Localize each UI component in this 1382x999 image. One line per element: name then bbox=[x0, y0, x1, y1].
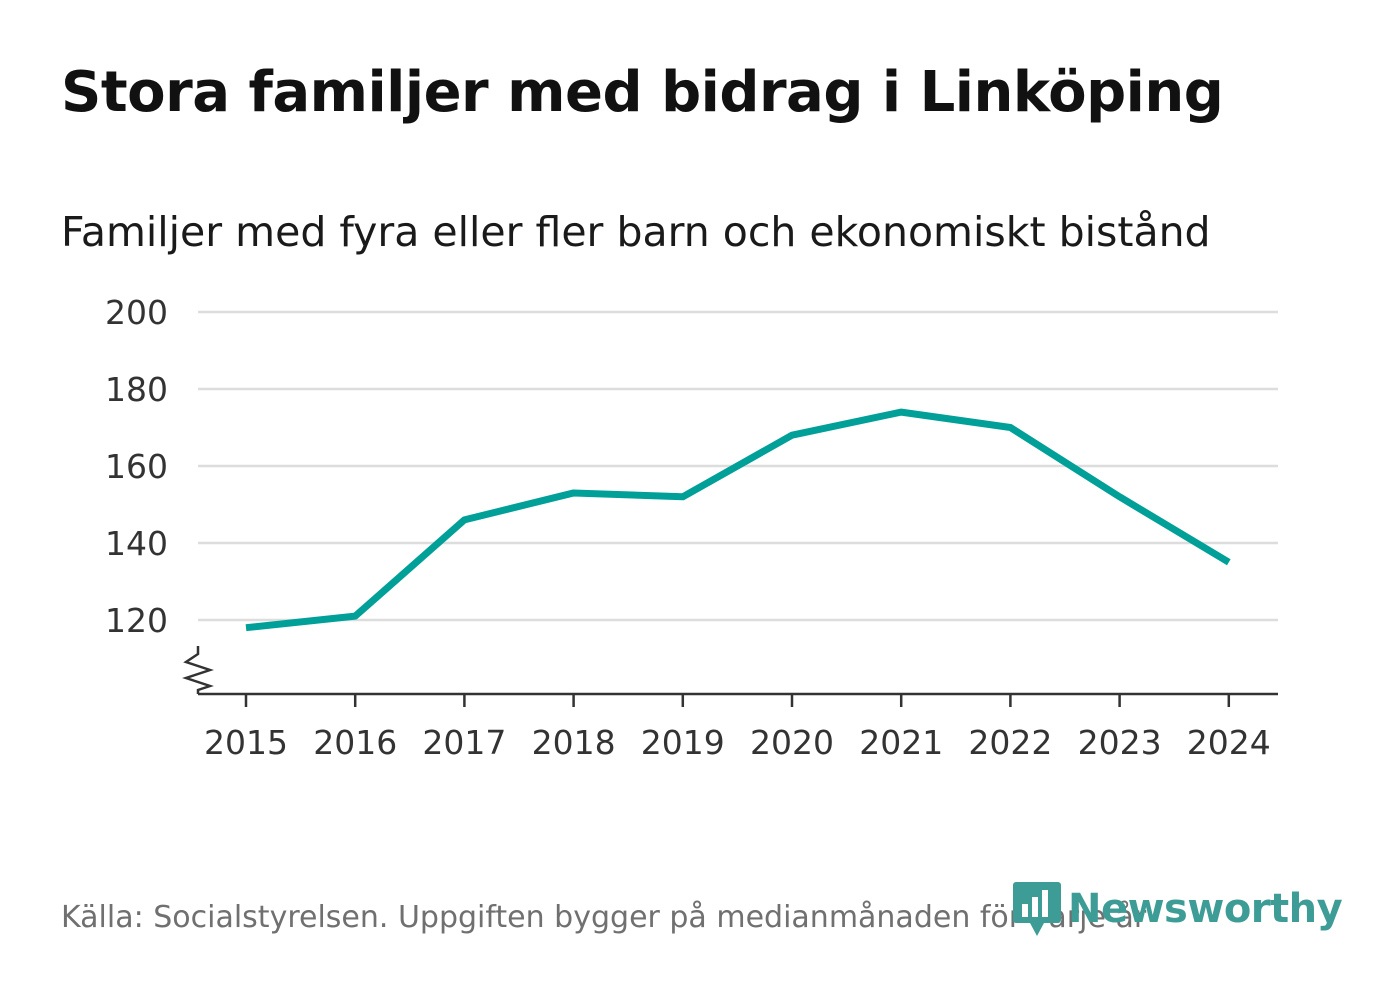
x-tick-label: 2021 bbox=[859, 723, 943, 762]
source-note: Källa: Socialstyrelsen. Uppgiften bygger… bbox=[61, 900, 1147, 935]
y-axis-ticks: 120 140 160 180 200 bbox=[105, 293, 168, 640]
series-line-0 bbox=[245, 408, 1231, 632]
newsworthy-logo-icon bbox=[1013, 882, 1061, 936]
x-tick-label: 2015 bbox=[204, 723, 288, 762]
x-tick-label: 2022 bbox=[968, 723, 1052, 762]
y-tick-label: 120 bbox=[105, 601, 168, 640]
y-tick-label: 200 bbox=[105, 293, 168, 332]
chart-subtitle: Familjer med fyra eller fler barn och ek… bbox=[61, 208, 1211, 256]
x-axis: 2015 2016 2017 2018 2019 2020 2021 2022 2023 2024 bbox=[182, 646, 1278, 762]
x-tick-label: 2016 bbox=[313, 723, 397, 762]
chart-title: Stora familjer med bidrag i Linköping bbox=[61, 60, 1224, 125]
brand-name: Newsworthy bbox=[1068, 886, 1343, 932]
y-tick-label: 160 bbox=[105, 447, 168, 486]
axis-break-icon bbox=[182, 646, 214, 694]
x-tick-label: 2023 bbox=[1078, 723, 1162, 762]
x-tick-label: 2024 bbox=[1187, 723, 1271, 762]
series-group bbox=[245, 408, 1231, 632]
x-tick-label: 2019 bbox=[641, 723, 725, 762]
x-tick-label: 2017 bbox=[422, 723, 506, 762]
x-tick-label: 2018 bbox=[532, 723, 616, 762]
newsworthy-logo[interactable]: Newsworthy bbox=[1012, 880, 1343, 938]
y-tick-label: 140 bbox=[105, 524, 168, 563]
y-tick-label: 180 bbox=[105, 370, 168, 409]
x-tick-label: 2020 bbox=[750, 723, 834, 762]
